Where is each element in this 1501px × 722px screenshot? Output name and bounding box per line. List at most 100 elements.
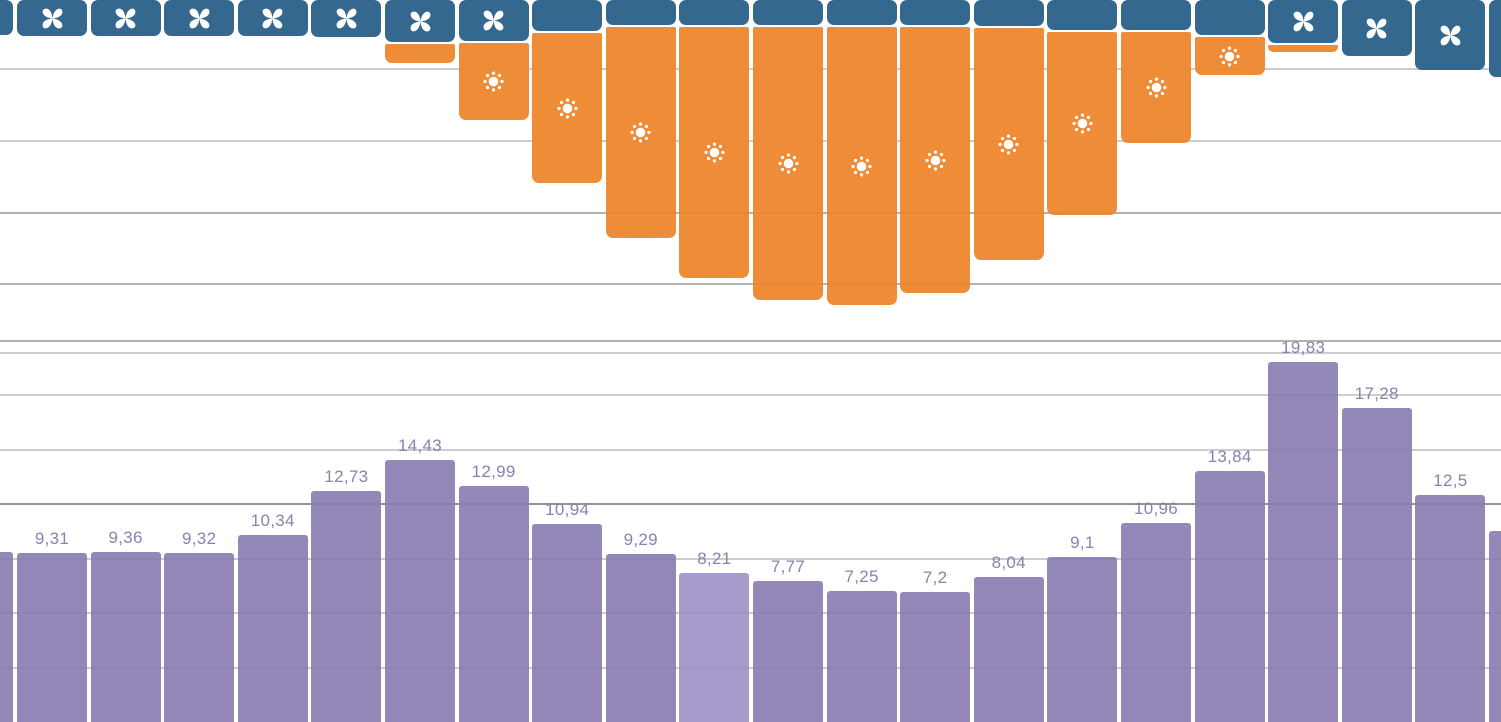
- solar-forecast-bar[interactable]: [1047, 32, 1118, 215]
- sun-icon: [1218, 45, 1241, 68]
- solar-forecast-bar[interactable]: [900, 27, 971, 293]
- gridline: [0, 503, 1501, 505]
- price-bar[interactable]: [311, 491, 382, 722]
- hour-column: 9,29: [605, 0, 676, 722]
- gridline: [0, 612, 1501, 614]
- price-bar[interactable]: [17, 553, 87, 722]
- hour-column: 7,77: [753, 0, 823, 722]
- solar-forecast-bar[interactable]: [532, 33, 603, 183]
- wind-forecast-tile[interactable]: [973, 0, 1044, 26]
- wind-forecast-tile[interactable]: [900, 0, 971, 25]
- wind-forecast-tile[interactable]: [1121, 0, 1191, 30]
- wind-forecast-tile[interactable]: [458, 0, 529, 41]
- hour-column: 14,43: [385, 0, 455, 722]
- price-label: 12,73: [324, 467, 369, 487]
- price-bar[interactable]: [1341, 408, 1412, 722]
- solar-forecast-bar[interactable]: [385, 44, 455, 63]
- hour-column: [0, 0, 14, 722]
- sun-icon: [777, 152, 800, 175]
- wind-forecast-tile[interactable]: [1415, 0, 1486, 70]
- solar-forecast-bar[interactable]: [679, 27, 750, 278]
- hour-column: 9,36: [90, 0, 161, 722]
- price-bar[interactable]: [1047, 557, 1118, 722]
- wind-forecast-tile[interactable]: [1489, 0, 1501, 77]
- hour-column: 7,25: [826, 0, 897, 722]
- gridline: [0, 140, 1501, 142]
- solar-forecast-bar[interactable]: [753, 27, 823, 300]
- sun-icon: [1145, 76, 1168, 99]
- wind-forecast-tile[interactable]: [1268, 0, 1339, 43]
- wind-forecast-tile[interactable]: [753, 0, 823, 25]
- solar-forecast-bar[interactable]: [1121, 32, 1191, 143]
- price-label: 17,28: [1354, 384, 1399, 404]
- wind-forecast-tile[interactable]: [826, 0, 897, 25]
- price-bar[interactable]: [1268, 361, 1339, 722]
- wind-forecast-tile[interactable]: [1341, 0, 1412, 56]
- wind-forecast-tile[interactable]: [17, 0, 87, 36]
- price-bar[interactable]: [605, 553, 676, 722]
- price-bar[interactable]: [90, 552, 161, 722]
- price-bar[interactable]: [1194, 470, 1265, 722]
- wind-forecast-tile[interactable]: [1194, 0, 1265, 35]
- solar-forecast-bar[interactable]: [605, 27, 676, 238]
- wind-fan-icon: [480, 7, 507, 34]
- wind-forecast-tile[interactable]: [164, 0, 235, 36]
- wind-forecast-tile[interactable]: [1047, 0, 1118, 30]
- hour-column: [1489, 0, 1501, 722]
- price-bar[interactable]: [458, 486, 529, 722]
- price-bar[interactable]: [164, 553, 235, 722]
- wind-forecast-tile[interactable]: [237, 0, 308, 36]
- price-bar[interactable]: [826, 590, 897, 722]
- price-label: 12,99: [471, 462, 516, 482]
- wind-forecast-tile[interactable]: [605, 0, 676, 25]
- sun-icon: [924, 149, 947, 172]
- wind-fan-icon: [1363, 15, 1390, 42]
- hour-column: 12,5: [1415, 0, 1486, 722]
- price-bar[interactable]: [237, 534, 308, 722]
- solar-forecast-bar[interactable]: [826, 27, 897, 305]
- price-bar[interactable]: [753, 581, 823, 722]
- wind-forecast-tile[interactable]: [0, 0, 14, 35]
- price-label: 12,5: [1433, 471, 1468, 491]
- price-bar[interactable]: [0, 551, 14, 722]
- price-bar[interactable]: [532, 523, 603, 722]
- wind-forecast-tile[interactable]: [679, 0, 750, 25]
- price-label: 7,2: [922, 567, 948, 587]
- price-label: 13,84: [1207, 446, 1252, 466]
- price-bar[interactable]: [973, 576, 1044, 722]
- wind-forecast-tile[interactable]: [90, 0, 161, 36]
- wind-forecast-tile[interactable]: [385, 0, 455, 42]
- price-bar[interactable]: [385, 460, 455, 722]
- price-label: 9,29: [623, 529, 658, 549]
- hour-column: 7,2: [900, 0, 971, 722]
- wind-forecast-tile[interactable]: [532, 0, 603, 31]
- price-bar[interactable]: [1489, 530, 1501, 722]
- solar-forecast-bar[interactable]: [1268, 45, 1339, 52]
- solar-forecast-bar[interactable]: [1194, 37, 1265, 75]
- solar-forecast-bar[interactable]: [973, 28, 1044, 260]
- gridline: [0, 68, 1501, 70]
- wind-fan-icon: [333, 5, 360, 32]
- price-bar[interactable]: [900, 591, 971, 722]
- price-bar[interactable]: [1121, 523, 1191, 722]
- price-label: 10,94: [545, 499, 590, 519]
- price-label: 8,21: [697, 549, 732, 569]
- price-bar[interactable]: [1415, 495, 1486, 722]
- hour-column: 9,31: [17, 0, 87, 722]
- wind-forecast-tile[interactable]: [311, 0, 382, 37]
- hour-column: 12,99: [458, 0, 529, 722]
- price-label: 7,25: [844, 566, 879, 586]
- price-label: 10,34: [250, 510, 295, 530]
- sun-icon: [703, 141, 726, 164]
- price-label: 9,32: [182, 529, 217, 549]
- price-label: 19,83: [1281, 337, 1326, 357]
- hour-column: 10,34: [237, 0, 308, 722]
- price-bar[interactable]: [679, 573, 750, 722]
- gridline: [0, 667, 1501, 669]
- gridline: [0, 449, 1501, 451]
- hour-column: 13,84: [1194, 0, 1265, 722]
- gridline: [0, 340, 1501, 342]
- solar-forecast-bar[interactable]: [458, 43, 529, 120]
- gridline: [0, 283, 1501, 285]
